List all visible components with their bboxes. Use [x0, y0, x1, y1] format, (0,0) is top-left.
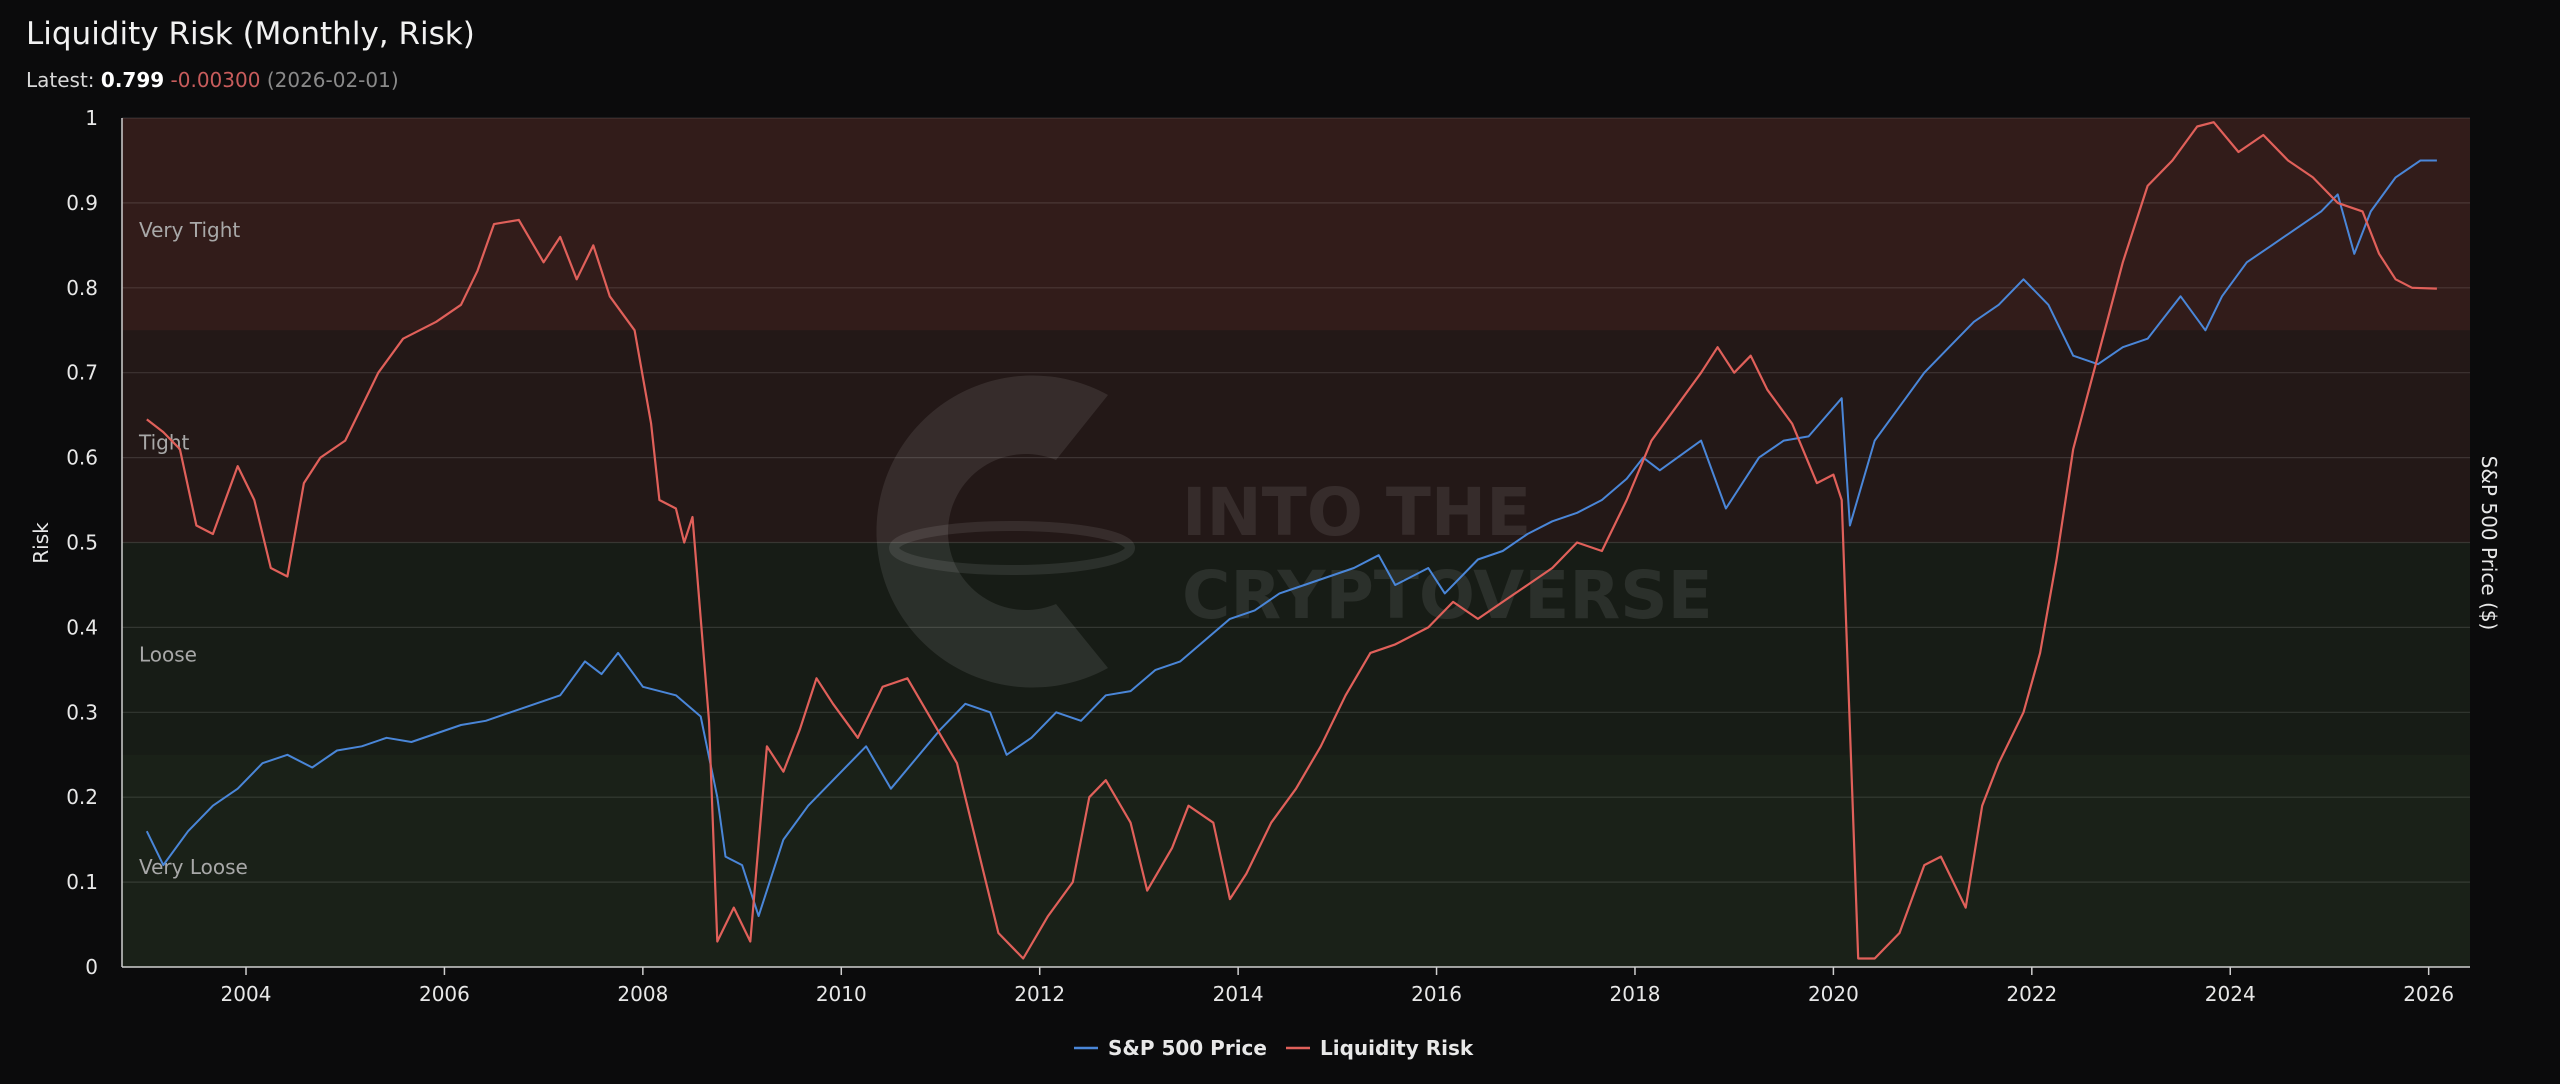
zone-label-very-tight: Very Tight — [139, 218, 240, 242]
y-tick-label: 0.6 — [66, 446, 98, 470]
legend[interactable]: S&P 500 Price Liquidity Risk — [1074, 1036, 1474, 1060]
x-tick-label: 2022 — [2006, 982, 2057, 1006]
axes — [121, 118, 2470, 968]
latest-value: 0.799 — [100, 68, 165, 92]
y-tick-label: 0.8 — [66, 276, 98, 300]
legend-item-liquidity-risk[interactable]: Liquidity Risk — [1286, 1036, 1474, 1060]
y-tick-label: 0.2 — [66, 785, 98, 809]
latest-readout: Latest: 0.799 -0.00300 (2026-02-01) — [26, 68, 399, 92]
x-tick-label: 2018 — [1610, 982, 1661, 1006]
watermark: INTO THE CRYPTOVERSE — [876, 375, 1713, 688]
x-tick-label: 2020 — [1808, 982, 1859, 1006]
watermark-line1: INTO THE — [1182, 474, 1531, 551]
series-line-liquidity-risk[interactable] — [146, 121, 2437, 960]
x-tick-label: 2016 — [1411, 982, 1462, 1006]
y-tick-label: 0.7 — [66, 361, 98, 385]
x-tick-label: 2014 — [1213, 982, 1264, 1006]
y-tick-label: 0 — [85, 955, 98, 979]
x-tick-label: 2024 — [2205, 982, 2256, 1006]
legend-item-s-p-500-price[interactable]: S&P 500 Price — [1074, 1036, 1267, 1060]
x-tick-label: 2026 — [2403, 982, 2454, 1006]
y-axis-ticks: 0 0.1 0.2 0.3 0.4 0.5 0.6 0.7 0.8 0.9 1 — [66, 106, 98, 979]
legend-label: Liquidity Risk — [1320, 1036, 1474, 1060]
watermark-logo — [876, 375, 1108, 688]
y-tick-label: 0.1 — [66, 870, 98, 894]
y-tick-label: 1 — [85, 106, 98, 130]
risk-zones — [122, 118, 2470, 967]
zone-label-loose: Loose — [139, 643, 197, 667]
series-layer[interactable] — [145, 121, 2437, 960]
latest-date: (2026-02-01) — [266, 68, 399, 92]
zone-label-very-loose: Very Loose — [139, 855, 248, 879]
x-tick-label: 2012 — [1014, 982, 1065, 1006]
latest-change: -0.00300 — [170, 68, 261, 92]
x-tick-label: 2010 — [816, 982, 867, 1006]
y-tick-label: 0.9 — [66, 191, 98, 215]
legend-label: S&P 500 Price — [1108, 1036, 1267, 1060]
x-axis-ticks: 2004 2006 2008 2010 2012 2014 2016 2018 2020 2022… — [221, 967, 2454, 1006]
y-axis-title-right: S&P 500 Price ($) — [2477, 456, 2501, 631]
chart-title: Liquidity Risk (Monthly, Risk) — [26, 16, 475, 52]
y-axis-title-left: Risk — [29, 522, 53, 564]
y-tick-label: 0.4 — [66, 615, 98, 639]
zone-band-loose — [122, 542, 2470, 755]
series-line-s-p-500-price[interactable] — [145, 159, 2437, 918]
zone-band-tight — [122, 330, 2470, 543]
x-tick-label: 2006 — [419, 982, 470, 1006]
x-tick-label: 2004 — [221, 982, 272, 1006]
y-tick-label: 0.5 — [66, 531, 98, 555]
y-tick-label: 0.3 — [66, 700, 98, 724]
latest-label: Latest: — [26, 68, 95, 92]
x-tick-label: 2008 — [617, 982, 668, 1006]
watermark-ring — [889, 521, 1135, 575]
zone-band-very-tight — [122, 118, 2470, 331]
watermark-line2: CRYPTOVERSE — [1182, 557, 1713, 634]
plot-background — [122, 118, 2470, 967]
